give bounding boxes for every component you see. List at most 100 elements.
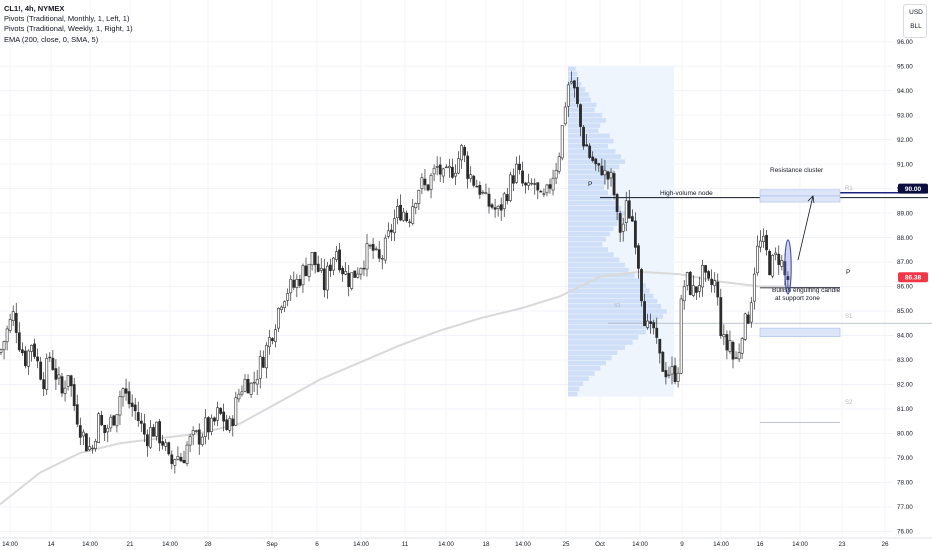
candle-body <box>643 301 646 327</box>
candle-body <box>694 286 698 293</box>
candle-body <box>185 444 189 464</box>
candle-body <box>539 190 543 193</box>
candle-body <box>344 271 348 275</box>
time-tick-label: 14:00 <box>2 541 18 548</box>
candle-body <box>548 184 552 189</box>
candle-body <box>508 174 512 201</box>
candle-body <box>679 298 683 374</box>
candle-body <box>600 165 604 176</box>
candle-body <box>545 184 549 194</box>
candle-body <box>365 243 369 270</box>
volume-profile-bar <box>568 71 578 77</box>
candle-body <box>499 204 503 211</box>
candle-body <box>17 332 21 351</box>
indicator-monthly-pivots[interactable]: Pivots (Traditional, Monthly, 1, Left, 1… <box>4 14 130 24</box>
candle-body <box>261 356 265 368</box>
time-tick-label: Sep <box>266 541 278 548</box>
volume-profile-bar <box>568 386 580 392</box>
candle-body <box>51 357 55 370</box>
candle-body <box>405 212 409 222</box>
candle-body <box>630 216 634 222</box>
candle-body <box>777 253 781 265</box>
volume-profile-bar <box>568 329 646 335</box>
candle-body <box>722 334 726 338</box>
price-tick-label: 94.00 <box>897 88 913 95</box>
volume-profile-bar <box>568 133 610 139</box>
price-tick-label: 93.00 <box>897 112 913 119</box>
candle-body <box>283 301 287 308</box>
volume-profile-bar <box>568 164 620 170</box>
volume-profile-bar <box>568 216 624 221</box>
volume-profile-bar <box>568 252 614 257</box>
candle-body <box>194 430 198 432</box>
candle-body <box>112 415 116 426</box>
candle-body <box>560 125 564 159</box>
candle-body <box>362 267 366 270</box>
price-tick-label: 91.00 <box>897 161 913 168</box>
candle-body <box>768 251 772 276</box>
candle-body <box>396 206 399 218</box>
candle-body <box>536 182 540 191</box>
candle-body <box>484 192 488 195</box>
candle-body <box>267 337 271 348</box>
candle-body <box>582 126 585 147</box>
candle-body <box>8 319 12 331</box>
time-tick-label: 21 <box>126 541 134 548</box>
price-tick-label: 89.00 <box>897 210 913 217</box>
candle-body <box>749 302 753 323</box>
time-tick-label: 14:00 <box>515 541 531 548</box>
volume-profile-bar <box>568 309 667 314</box>
volume-profile-bar <box>568 340 633 345</box>
quantity-unit-button[interactable]: BLL <box>910 23 922 30</box>
volume-profile-bar <box>568 76 580 82</box>
volume-profile-bar <box>568 118 606 123</box>
volume-profile-bar <box>568 242 603 247</box>
candle-body <box>417 190 421 204</box>
currency-unit-button[interactable]: USD <box>909 9 923 16</box>
candle-body <box>121 388 125 398</box>
candle-body <box>661 351 665 372</box>
candle-body <box>774 252 778 256</box>
candle-body <box>325 265 329 291</box>
symbol-title[interactable]: CL1!, 4h, NYMEX <box>4 4 65 13</box>
candle-body <box>618 213 622 233</box>
time-axis[interactable]: 14:00 14 14:00 21 14:00 28 Sep 6 14:00 11 14:00 18 1… <box>2 541 889 548</box>
candle-body <box>33 343 36 357</box>
price-tick-label: 82.00 <box>897 382 913 389</box>
candle-body <box>670 366 674 375</box>
time-tick-label: 16 <box>756 541 764 548</box>
unit-selector[interactable] <box>903 4 927 38</box>
candle-body <box>20 349 24 354</box>
candle-body <box>688 271 692 295</box>
volume-profile-bar <box>568 293 654 299</box>
candle-body <box>469 174 473 179</box>
candle-body <box>136 412 140 421</box>
candle-body <box>490 204 494 208</box>
volume-profile-bar <box>568 205 622 211</box>
candle-body <box>655 327 659 338</box>
candle-body <box>164 442 168 447</box>
volume-profile-bar <box>568 169 614 175</box>
candle-body <box>432 167 436 175</box>
candle-body <box>11 311 15 321</box>
indicator-weekly-pivots[interactable]: Pivots (Traditional, Weekly, 1, Right, 1… <box>4 24 133 34</box>
candle-body <box>78 425 82 438</box>
candle-body <box>298 279 302 286</box>
candle-body <box>502 193 506 209</box>
candle-body <box>530 182 534 185</box>
candle-body <box>411 206 415 224</box>
candle-body <box>682 286 686 302</box>
volume-profile-bar <box>568 102 597 108</box>
pivot-s2-label: S2 <box>845 400 853 406</box>
time-tick-label: 9 <box>680 541 684 548</box>
indicator-ema[interactable]: EMA (200, close, 0, SMA, 5) <box>4 34 99 44</box>
candle-body <box>152 427 155 437</box>
candle-body <box>60 376 64 394</box>
candle-body <box>170 454 174 464</box>
candle-body <box>740 338 744 354</box>
candle-body <box>734 357 738 359</box>
candle-body <box>271 338 274 341</box>
candle-body <box>307 263 311 277</box>
candle-body <box>258 356 262 379</box>
